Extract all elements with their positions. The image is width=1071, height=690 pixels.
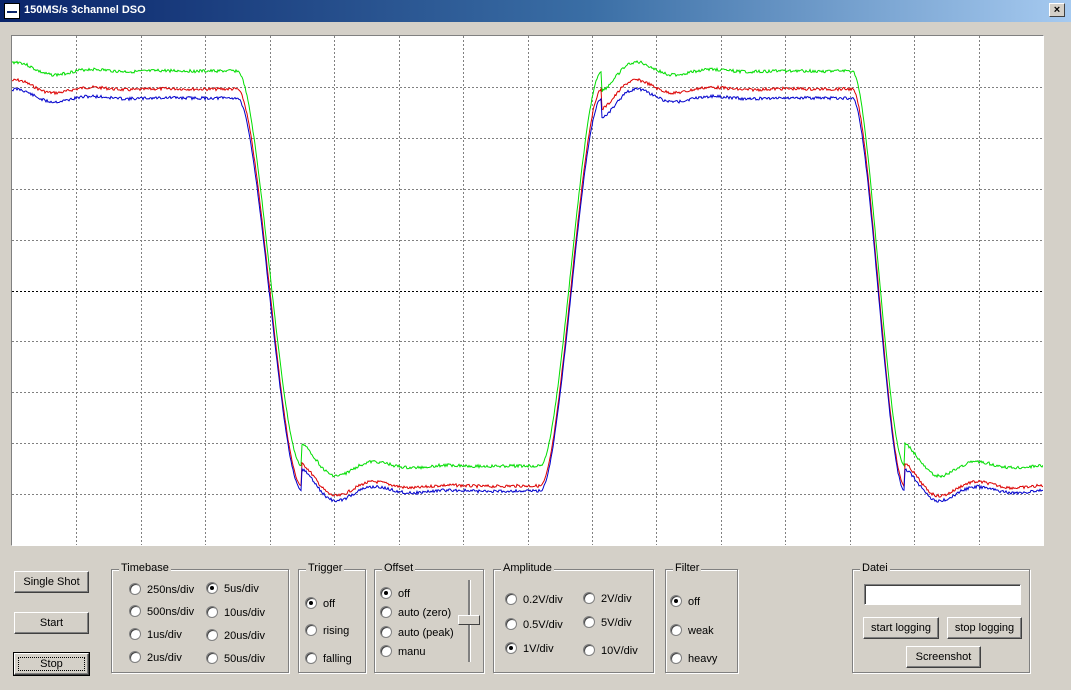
radio-dot[interactable] xyxy=(583,592,595,605)
trigger-radio-off[interactable]: off xyxy=(305,597,335,611)
radio-dot[interactable] xyxy=(129,583,141,596)
filter-label: Filter xyxy=(673,562,702,574)
offset-radio-off[interactable]: off xyxy=(380,587,410,601)
radio-dot[interactable] xyxy=(670,595,682,608)
amplitude-radio-5v[interactable]: 5V/div xyxy=(583,616,632,630)
stop-button[interactable]: Stop xyxy=(13,652,90,676)
channel-green-trace xyxy=(12,60,1043,479)
amplitude-radio-0-5v[interactable]: 0.5V/div xyxy=(505,618,563,632)
filter-radio-heavy[interactable]: heavy xyxy=(670,652,717,666)
filter-group: Filter xyxy=(665,562,738,673)
radio-dot[interactable] xyxy=(305,624,317,637)
timebase-radio-250ns[interactable]: 250ns/div xyxy=(129,583,194,597)
trigger-label: Trigger xyxy=(306,562,345,574)
radio-dot[interactable] xyxy=(380,606,392,619)
radio-dot[interactable] xyxy=(129,628,141,641)
trigger-radio-falling[interactable]: falling xyxy=(305,652,352,666)
offset-slider-thumb[interactable] xyxy=(458,615,480,625)
radio-dot[interactable] xyxy=(206,606,218,619)
radio-dot[interactable] xyxy=(129,605,141,618)
radio-dot[interactable] xyxy=(670,652,682,665)
timebase-radio-20us[interactable]: 20us/div xyxy=(206,629,265,643)
timebase-radio-10us[interactable]: 10us/div xyxy=(206,606,265,620)
timebase-radio-5us[interactable]: 5us/div xyxy=(206,582,259,596)
amplitude-radio-1v[interactable]: 1V/div xyxy=(505,642,554,656)
window-title: 150MS/s 3channel DSO xyxy=(24,4,146,16)
offset-radio-manu[interactable]: manu xyxy=(380,645,426,659)
radio-dot[interactable] xyxy=(670,624,682,637)
stop-logging-button[interactable]: stop logging xyxy=(947,617,1022,639)
filename-input[interactable] xyxy=(864,584,1021,605)
offset-radio-auto-peak[interactable]: auto (peak) xyxy=(380,626,454,640)
trigger-group: Trigger xyxy=(298,562,366,673)
timebase-radio-1us[interactable]: 1us/div xyxy=(129,628,182,642)
start-logging-button[interactable]: start logging xyxy=(863,617,939,639)
screenshot-button[interactable]: Screenshot xyxy=(906,646,981,668)
timebase-radio-50us[interactable]: 50us/div xyxy=(206,652,265,666)
radio-dot[interactable] xyxy=(206,652,218,665)
datei-group: Datei xyxy=(852,562,1030,673)
radio-dot[interactable] xyxy=(206,629,218,642)
offset-group: Offset xyxy=(374,562,484,673)
radio-dot[interactable] xyxy=(505,618,517,631)
radio-dot[interactable] xyxy=(380,645,392,658)
radio-dot[interactable] xyxy=(583,644,595,657)
channel-blue-trace xyxy=(12,87,1043,503)
radio-dot[interactable] xyxy=(380,587,392,600)
title-bar[interactable]: 150MS/s 3channel DSO × xyxy=(0,0,1071,22)
timebase-label: Timebase xyxy=(119,562,171,574)
radio-dot[interactable] xyxy=(305,652,317,665)
amplitude-radio-10v[interactable]: 10V/div xyxy=(583,644,638,658)
amplitude-radio-0-2v[interactable]: 0.2V/div xyxy=(505,593,563,607)
offset-radio-auto-zero[interactable]: auto (zero) xyxy=(380,606,451,620)
filter-radio-off[interactable]: off xyxy=(670,595,700,609)
close-button[interactable]: × xyxy=(1049,3,1065,17)
radio-dot[interactable] xyxy=(129,651,141,664)
timebase-radio-2us[interactable]: 2us/div xyxy=(129,651,182,665)
radio-dot[interactable] xyxy=(380,626,392,639)
amplitude-group: Amplitude xyxy=(493,562,654,673)
timebase-radio-500ns[interactable]: 500ns/div xyxy=(129,605,194,619)
trigger-radio-rising[interactable]: rising xyxy=(305,624,349,638)
filter-radio-weak[interactable]: weak xyxy=(670,624,714,638)
amplitude-radio-2v[interactable]: 2V/div xyxy=(583,592,632,606)
radio-dot[interactable] xyxy=(206,582,218,595)
radio-dot[interactable] xyxy=(505,593,517,606)
offset-label: Offset xyxy=(382,562,416,574)
start-button[interactable]: Start xyxy=(14,612,89,634)
radio-dot[interactable] xyxy=(583,616,595,629)
scope-display xyxy=(11,35,1044,546)
radio-dot[interactable] xyxy=(505,642,517,655)
channel-red-trace xyxy=(12,77,1043,498)
radio-dot[interactable] xyxy=(305,597,317,610)
scope-plot xyxy=(12,36,1043,545)
amplitude-label: Amplitude xyxy=(501,562,554,574)
datei-label: Datei xyxy=(860,562,890,574)
app-icon xyxy=(4,3,20,19)
timebase-group: Timebase xyxy=(111,562,289,673)
single-shot-button[interactable]: Single Shot xyxy=(14,571,89,593)
